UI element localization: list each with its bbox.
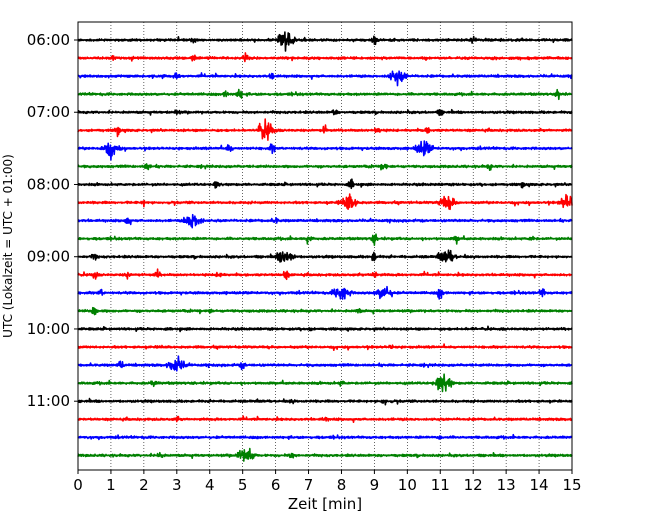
seismic-trace-0615 <box>77 52 573 63</box>
seismic-trace-1145 <box>77 447 573 462</box>
x-tick-label: 6 <box>271 476 281 494</box>
x-tick-label: 4 <box>205 476 215 494</box>
x-tick-label: 10 <box>398 476 417 494</box>
seismic-trace-0645 <box>77 88 573 101</box>
y-tick-label: 11:00 <box>27 392 70 410</box>
x-tick-label: 8 <box>337 476 347 494</box>
x-tick-label: 9 <box>370 476 380 494</box>
x-tick-label: 1 <box>106 476 116 494</box>
seismic-trace-0830 <box>77 213 573 229</box>
seismic-trace-0930 <box>77 285 573 300</box>
seismic-trace-1130 <box>77 433 573 441</box>
x-axis-label: Zeit [min] <box>288 495 362 513</box>
y-tick-label: 08:00 <box>27 175 70 193</box>
seismic-trace-0845 <box>77 233 573 246</box>
seismic-trace-1000 <box>77 325 573 333</box>
y-axis-label: UTC (Lokalzeit = UTC + 01:00) <box>1 154 15 338</box>
seismic-trace-0800 <box>77 178 573 190</box>
seismic-trace-0715 <box>77 118 573 141</box>
y-axis: 06:00 07:00 08:00 09:00 10:00 11:00 <box>27 31 78 410</box>
x-tick-label: 14 <box>530 476 549 494</box>
x-axis: 0 1 2 3 4 5 6 7 8 9 10 11 12 13 14 15 <box>73 470 582 494</box>
seismic-trace-0630 <box>77 70 573 87</box>
x-tick-label: 12 <box>464 476 483 494</box>
seismic-trace-0945 <box>77 306 573 316</box>
x-tick-label: 3 <box>172 476 182 494</box>
x-tick-label: 5 <box>238 476 248 494</box>
x-tick-label: 15 <box>562 476 581 494</box>
seismic-trace-0815 <box>77 193 573 211</box>
x-tick-label: 0 <box>73 476 83 494</box>
seismic-trace-0600 <box>77 31 573 52</box>
seismic-trace-0700 <box>77 108 573 117</box>
seismic-trace-1115 <box>77 415 573 424</box>
plot-frame <box>77 21 573 471</box>
x-tick-label: 7 <box>304 476 314 494</box>
y-tick-label: 07:00 <box>27 103 70 121</box>
seismic-trace-1015 <box>77 343 573 352</box>
seismic-trace-0900 <box>77 249 573 263</box>
seismic-trace-0730 <box>77 140 573 161</box>
seismic-trace-1045 <box>77 373 573 393</box>
seismic-trace-0745 <box>77 163 573 171</box>
x-tick-label: 2 <box>139 476 149 494</box>
y-tick-label: 09:00 <box>27 248 70 266</box>
seismic-trace-1030 <box>77 355 573 372</box>
x-tick-label: 13 <box>497 476 516 494</box>
seismic-trace-0915 <box>77 268 573 281</box>
seismic-trace-1100 <box>77 397 573 406</box>
x-tick-label: 11 <box>431 476 450 494</box>
y-tick-label: 06:00 <box>27 31 70 49</box>
trace-group <box>77 31 573 462</box>
y-tick-label: 10:00 <box>27 320 70 338</box>
